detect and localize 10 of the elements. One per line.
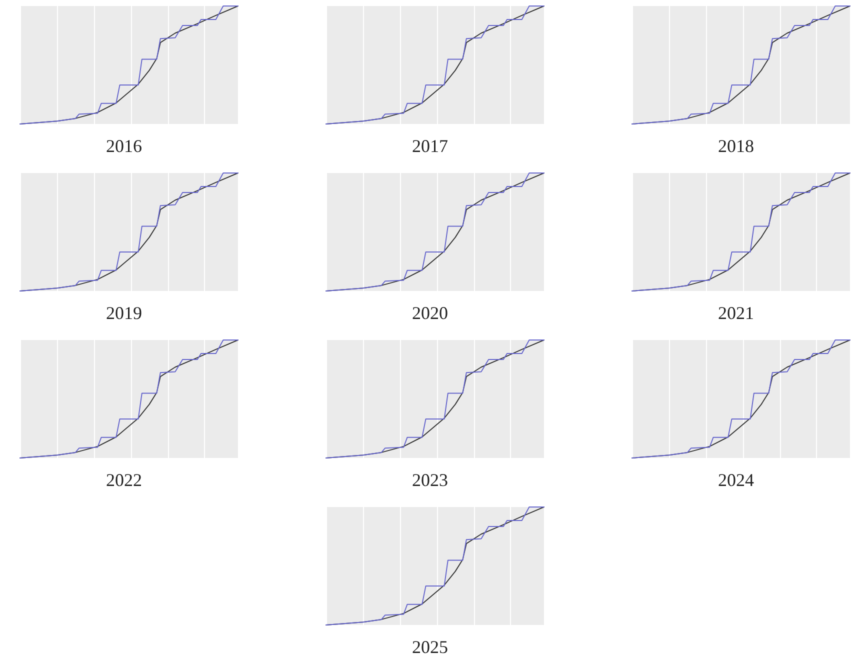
text: 2020 bbox=[412, 303, 448, 323]
text: 2017 bbox=[412, 136, 448, 156]
text: 2019 bbox=[106, 303, 142, 323]
text: 2018 bbox=[718, 136, 754, 156]
text: 2022 bbox=[106, 470, 142, 490]
text: 2024 bbox=[718, 470, 754, 490]
text: 2021 bbox=[718, 303, 754, 323]
text: 2016 bbox=[106, 136, 142, 156]
text: 2023 bbox=[412, 470, 448, 490]
text: 2025 bbox=[412, 637, 448, 657]
